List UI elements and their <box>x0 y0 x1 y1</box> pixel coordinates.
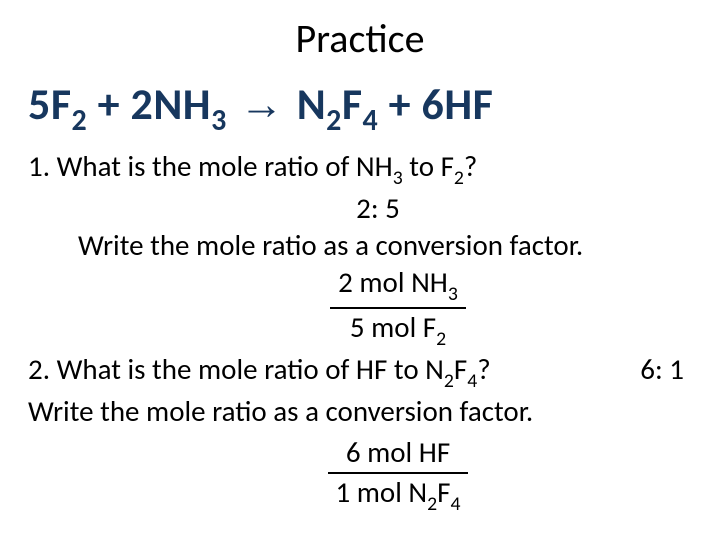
species-f2: F2 <box>51 77 87 131</box>
reaction-arrow-icon: → <box>227 80 297 129</box>
plus-2: + <box>378 77 421 131</box>
coef-1: 5 <box>28 77 51 131</box>
question-1: 1. What is the mole ratio of NH3 to F2? <box>28 148 698 190</box>
page-title: Practice <box>0 0 720 71</box>
fraction-2-numerator: 6 mol HF <box>328 434 469 474</box>
species-n2f4: N2F4 <box>297 77 379 131</box>
coef-3: 6 <box>422 77 445 131</box>
body-content: 1. What is the mole ratio of NH3 to F2? … <box>0 138 720 517</box>
species-nh3: NH3 <box>153 77 226 131</box>
fraction-2: 6 mol HF 1 mol N2F4 <box>28 430 698 516</box>
question-2-row: 2. What is the mole ratio of HF to N2F4?… <box>28 351 698 393</box>
fraction-1-numerator: 2 mol NH3 <box>330 264 466 309</box>
coef-2: 2 <box>131 77 154 131</box>
fraction-1: 2 mol NH3 5 mol F2 <box>28 264 698 351</box>
species-hf: HF <box>444 77 493 131</box>
write-conversion-1: Write the mole ratio as a conversion fac… <box>28 227 698 264</box>
question-2: 2. What is the mole ratio of HF to N2F4? <box>28 351 491 393</box>
answer-1: 2: 5 <box>28 190 698 227</box>
fraction-2-denominator: 1 mol N2F4 <box>328 474 469 516</box>
fraction-1-denominator: 5 mol F2 <box>330 309 466 351</box>
write-conversion-2: Write the mole ratio as a conversion fac… <box>28 393 698 430</box>
answer-2: 6: 1 <box>640 351 684 393</box>
plus-1: + <box>87 77 130 131</box>
chemical-equation: 5F2 + 2NH3 → N2F4 + 6HF <box>0 71 720 138</box>
